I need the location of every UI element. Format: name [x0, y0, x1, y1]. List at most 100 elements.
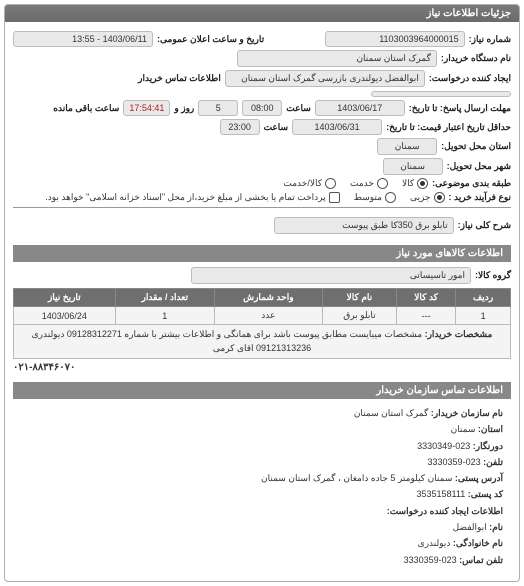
- kv-phone: تلفن: 023-3330359: [21, 455, 503, 470]
- label-pub-date: تاریخ و ساعت اعلان عمومی:: [157, 34, 264, 45]
- kv-name-label: نام:: [489, 522, 503, 532]
- kv-org-label: نام سازمان خریدار:: [431, 408, 503, 418]
- cell-note: مشخصات خریدار: مشخصات میبایست مطابق پیوس…: [14, 325, 511, 359]
- cell-name: تابلو برق: [322, 307, 396, 325]
- note-label: مشخصات خریدار:: [425, 329, 493, 339]
- row-summary: شرح کلی نیاز: تابلو برق 350کا طبق پیوست: [13, 212, 511, 239]
- value-valid-date: 1403/06/31: [292, 119, 382, 135]
- radio-small[interactable]: جزیی: [410, 192, 445, 203]
- divider: [13, 207, 511, 208]
- kv-postal: کد پستی: 3535158111: [21, 487, 503, 502]
- opt-label-both: کالا/خدمت: [283, 178, 322, 189]
- label-time-2: ساعت: [264, 122, 289, 133]
- radio-dot-icon: [325, 178, 336, 189]
- row-city: شهر محل تحویل: سمنان: [13, 158, 511, 175]
- cell-code: ---: [397, 307, 456, 325]
- cell-row: 1: [456, 307, 511, 325]
- panel-title: جزئیات اطلاعات نیاز: [5, 5, 519, 22]
- kv-family: نام خانوادگی: دیولندری: [21, 536, 503, 551]
- col-qty: تعداد / مقدار: [115, 289, 214, 307]
- value-buyer-org: گمرک استان سمنان: [237, 50, 437, 67]
- kv-address-value: سمنان کیلومتر 5 جاده دامغان ، گمرک استان…: [261, 473, 452, 483]
- table-note-row: مشخصات خریدار: مشخصات میبایست مطابق پیوس…: [14, 325, 511, 359]
- radio-both[interactable]: کالا/خدمت: [283, 178, 336, 189]
- label-remain-2: ساعت باقی مانده: [53, 103, 119, 114]
- kv-fax-label: دورنگار:: [473, 441, 503, 451]
- col-date: تاریخ نیاز: [14, 289, 116, 307]
- radio-dot-icon: [417, 178, 428, 189]
- payment-note: پرداخت تمام یا بخشی از مبلغ خرید،از محل …: [45, 192, 325, 203]
- value-city: سمنان: [383, 158, 443, 175]
- table-header-row: ردیف کد کالا نام کالا واحد شمارش تعداد /…: [14, 289, 511, 307]
- kv-postal-value: 3535158111: [417, 489, 466, 499]
- kv-province-value: سمنان: [451, 424, 476, 434]
- opt-label-khadamat: خدمت: [350, 178, 374, 189]
- value-province: سمنان: [377, 138, 437, 155]
- kv-creator-info-label: اطلاعات ایجاد کننده درخواست:: [387, 506, 503, 516]
- kv-postal-label: کد پستی:: [468, 489, 503, 499]
- opt-label-kala: کالا: [402, 178, 414, 189]
- footer-phone: ۰۲۱-۸۸۳۴۶۰۷۰: [13, 362, 75, 373]
- label-deadline: مهلت ارسال پاسخ: تا تاریخ:: [409, 103, 511, 114]
- opt-label-small: جزیی: [410, 192, 431, 203]
- value-valid-time: 23:00: [220, 119, 260, 135]
- row-creator: ایجاد کننده درخواست: ابوالفضل دیولندری ب…: [13, 70, 511, 97]
- note-text: مشخصات میبایست مطابق پیوست باشد برای هما…: [32, 329, 422, 353]
- kv-province-label: استان:: [478, 424, 503, 434]
- kv-phone2-value: 023-3330359: [404, 555, 457, 565]
- row-group: گروه کالا: امور تاسیساتی: [13, 267, 511, 284]
- cell-unit: عدد: [214, 307, 322, 325]
- kv-phone2: تلفن تماس: 023-3330359: [21, 553, 503, 568]
- value-group: امور تاسیساتی: [191, 267, 471, 284]
- kv-creator-info: اطلاعات ایجاد کننده درخواست:: [21, 504, 503, 519]
- kv-family-label: نام خانوادگی:: [453, 538, 503, 548]
- row-valid: حداقل تاریخ اعتبار قیمت: تا تاریخ: 1403/…: [13, 119, 511, 135]
- label-class: طبقه بندی موضوعی:: [432, 178, 511, 189]
- label-summary: شرح کلی نیاز:: [458, 220, 511, 231]
- col-name: نام کالا: [322, 289, 396, 307]
- cell-qty: 1: [115, 307, 214, 325]
- label-group: گروه کالا:: [475, 270, 511, 281]
- value-summary: تابلو برق 350کا طبق پیوست: [274, 217, 454, 234]
- value-deadline-date: 1403/06/17: [315, 100, 405, 116]
- value-deadline-time: 08:00: [242, 100, 282, 116]
- col-code: کد کالا: [397, 289, 456, 307]
- items-section-title: اطلاعات کالاهای مورد نیاز: [13, 245, 511, 262]
- radio-dot-icon: [434, 192, 445, 203]
- row-purchase-type: نوع فرآیند خرید : جزیی متوسط پرداخت تمام…: [13, 192, 511, 203]
- radio-kala[interactable]: کالا: [402, 178, 428, 189]
- kv-fax: دورنگار: 023-3330349: [21, 439, 503, 454]
- label-province: استان محل تحویل:: [441, 141, 511, 152]
- label-city: شهر محل تحویل:: [447, 161, 511, 172]
- row-req-no: شماره نیاز: 1103003964000015 تاریخ و ساع…: [13, 31, 511, 47]
- label-time-1: ساعت: [286, 103, 311, 114]
- row-deadline: مهلت ارسال پاسخ: تا تاریخ: 1403/06/17 سا…: [13, 100, 511, 116]
- radio-khadamat[interactable]: خدمت: [350, 178, 388, 189]
- kv-phone-value: 023-3330359: [428, 457, 481, 467]
- table-row: 1 --- تابلو برق عدد 1 1403/06/24: [14, 307, 511, 325]
- panel-body: شماره نیاز: 1103003964000015 تاریخ و ساع…: [5, 22, 519, 581]
- check-payment-note[interactable]: پرداخت تمام یا بخشی از مبلغ خرید،از محل …: [45, 192, 339, 203]
- label-remain-1: روز و: [174, 103, 194, 114]
- col-row: ردیف: [456, 289, 511, 307]
- radio-medium[interactable]: متوسط: [354, 192, 396, 203]
- footer-phone-row: ۰۲۱-۸۸۳۴۶۰۷۰: [13, 359, 511, 376]
- kv-phone-label: تلفن:: [483, 457, 503, 467]
- opt-label-medium: متوسط: [354, 192, 382, 203]
- value-buyer-contact: [371, 91, 511, 97]
- value-remain-time: 17:54:41: [123, 100, 170, 116]
- contact-section-title: اطلاعات تماس سازمان خریدار: [13, 382, 511, 399]
- value-remain-days: 5: [198, 100, 238, 116]
- kv-fax-value: 023-3330349: [417, 441, 470, 451]
- cell-date: 1403/06/24: [14, 307, 116, 325]
- row-class: طبقه بندی موضوعی: کالا خدمت کالا/خدمت: [13, 178, 511, 189]
- label-creator: ایجاد کننده درخواست:: [429, 73, 511, 84]
- label-purchase-type: نوع فرآیند خرید :: [449, 192, 512, 203]
- items-table: ردیف کد کالا نام کالا واحد شمارش تعداد /…: [13, 288, 511, 359]
- kv-family-value: دیولندری: [418, 538, 451, 548]
- kv-name-value: ابوالفضل: [453, 522, 487, 532]
- label-req-no: شماره نیاز:: [469, 34, 511, 45]
- kv-org: نام سازمان خریدار: گمرک استان سمنان: [21, 406, 503, 421]
- kv-address: آدرس پستی: سمنان کیلومتر 5 جاده دامغان ،…: [21, 471, 503, 486]
- checkbox-icon: [329, 192, 340, 203]
